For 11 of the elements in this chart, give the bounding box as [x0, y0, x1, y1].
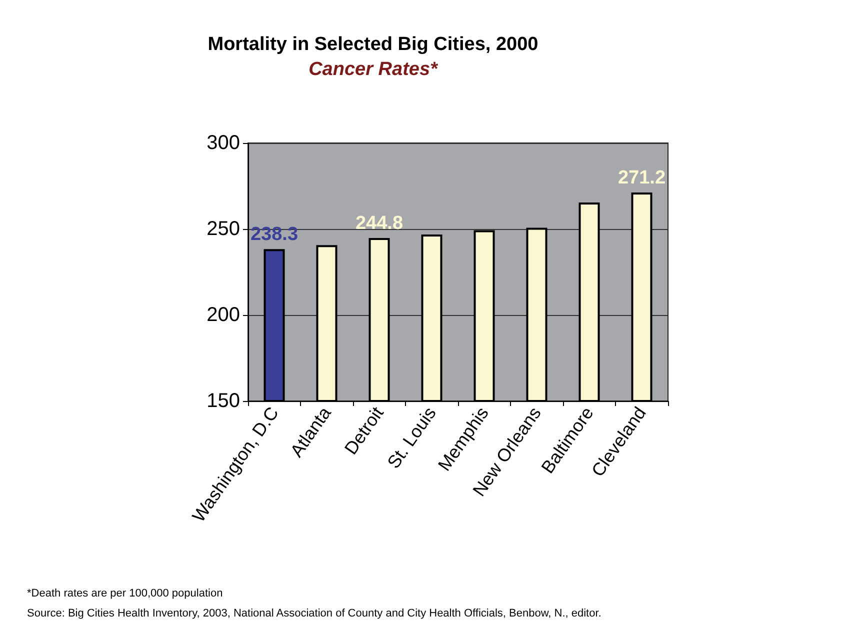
data-label: 271.2 [618, 168, 666, 189]
source-note: Source: Big Cities Health Inventory, 2003, National Association of County and City Health Officials, Benbow, N., editor. [27, 608, 602, 620]
y-tick-label: 300 [206, 132, 240, 154]
y-tick-label: 200 [206, 304, 240, 326]
chart-subtitle: Cancer Rates* [308, 59, 440, 80]
text: *Death rates are per 100,000 population [27, 588, 223, 600]
y-tick-label: 250 [206, 218, 240, 240]
y-tick-label: 150 [206, 390, 240, 412]
data-label: 238.3 [250, 224, 298, 246]
chart-title: Mortality in Selected Big Cities, 2000 [208, 34, 538, 55]
data-label: 244.8 [355, 212, 404, 234]
